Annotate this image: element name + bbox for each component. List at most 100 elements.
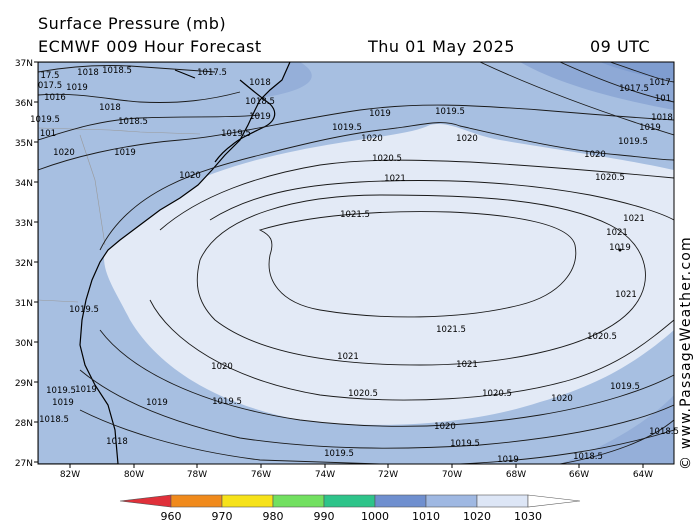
contour-label: 1021 (623, 214, 645, 224)
contour-label: 1018.5 (39, 415, 69, 425)
contour-label: 1019.5 (618, 137, 648, 147)
contour-label: 1019 (249, 112, 271, 122)
isobar-1019-north (38, 114, 261, 141)
high-pressure-core (104, 124, 674, 425)
contour-label: 1019.5 (69, 305, 99, 315)
isobar-1019-northeast (479, 62, 674, 136)
lat-label: 27N (15, 459, 33, 469)
isobar-1021-ring (196, 194, 646, 366)
contour-label: 17.5 (41, 71, 60, 81)
contour-label: 1019.5 (435, 107, 465, 117)
contour-label: 1020 (211, 362, 233, 372)
model-forecast-label: ECMWF 009 Hour Forecast (38, 37, 262, 56)
colorbar-label: 970 (212, 510, 233, 523)
contour-label: 1021 (456, 360, 478, 370)
contour-label: 1020.5 (348, 389, 378, 399)
lon-label: 80W (124, 470, 144, 480)
colorbar-segment (374, 494, 427, 508)
isobar-1019-mid (38, 104, 674, 171)
contour-label: 1018.5 (649, 427, 679, 437)
map-title: Surface Pressure (mb) (38, 14, 227, 33)
colorbar-label: 1000 (361, 510, 389, 523)
colorbar: 960 970 980 990 1000 1010 1020 1030 (119, 494, 581, 523)
isobar-1020-south (99, 329, 674, 427)
contour-label: 1019 (369, 109, 391, 119)
forecast-date: Thu 01 May 2025 (368, 37, 515, 56)
lat-label: 30N (15, 339, 33, 349)
contour-label: 1019.5 (221, 129, 251, 139)
lon-label: 72W (378, 470, 398, 480)
isobar-1018-5-southeast (559, 419, 674, 464)
contour-label: 1017 (649, 78, 671, 88)
colorbar-segment (119, 494, 172, 508)
contour-label: 1020 (179, 171, 201, 181)
contour-label: 1020.5 (595, 173, 625, 183)
pressure-band-northeast (520, 62, 674, 110)
contour-label: 1019 (146, 398, 168, 408)
chesapeake-coast (174, 69, 196, 79)
lon-label: 68W (506, 470, 526, 480)
lat-label: 35N (15, 139, 33, 149)
colorbar-segment (323, 494, 376, 508)
contour-label: 1020 (551, 394, 573, 404)
map-frame (37, 61, 675, 465)
contour-label: 1019 (497, 455, 519, 465)
contour-label: 1018 (106, 437, 128, 447)
map-field (38, 62, 674, 464)
lon-label: 70W (442, 470, 462, 480)
lat-label: 28N (15, 419, 33, 429)
isobar-1017-5-northeast (609, 62, 674, 83)
state-border-sc-ga (79, 134, 106, 246)
lon-label: 76W (251, 470, 271, 480)
land-southeast-us (38, 62, 291, 464)
colorbar-segment (425, 494, 478, 508)
colorbar-label: 1030 (514, 510, 542, 523)
contour-label: 1020 (434, 422, 456, 432)
colorbar-segment (476, 494, 529, 508)
copyright-credit: © www.PassageWeather.com (678, 236, 694, 470)
contour-label: 1018 (77, 68, 99, 78)
forecast-time: 09 UTC (590, 37, 651, 56)
isobar-1021-5-ring (258, 211, 577, 318)
isobar-1020-5-south (149, 299, 674, 401)
contour-label: 1019 (609, 243, 631, 253)
isobars (38, 62, 674, 464)
lat-label: 32N (15, 259, 33, 269)
colorbar-label: 990 (314, 510, 335, 523)
contour-label: 1019 (114, 148, 136, 158)
contour-label: 1018.5 (573, 452, 603, 462)
lat-label: 34N (15, 179, 33, 189)
contour-label: 1019.5 (30, 115, 60, 125)
colorbar-label: 1010 (412, 510, 440, 523)
colorbar-segment (272, 494, 325, 508)
contour-label: 1018.5 (102, 66, 132, 76)
colorbar-label: 980 (263, 510, 284, 523)
lon-label: 78W (187, 470, 207, 480)
contour-label: 1019.5 (212, 397, 242, 407)
outer-banks-coast (214, 79, 276, 163)
lat-label: 37N (15, 59, 33, 69)
contour-label: 1021.5 (436, 325, 466, 335)
latitude-labels: 37N 36N 35N 34N 33N 32N 31N 30N 29N 28N … (15, 59, 33, 469)
contour-label: 1019.5 (610, 382, 640, 392)
contour-label: 1020.5 (482, 389, 512, 399)
contour-label: 1018.5 (245, 97, 275, 107)
contour-label: 1021 (384, 174, 406, 184)
lat-label: 31N (15, 299, 33, 309)
contour-label: 017.5 (38, 81, 62, 91)
isobar-1021 (209, 180, 674, 221)
isobar-1018-north (38, 65, 216, 73)
contour-label: 1018 (249, 78, 271, 88)
contour-label: 1019.5 (332, 123, 362, 133)
isobar-1019-southeast (459, 429, 674, 464)
lat-label: 33N (15, 219, 33, 229)
isobar-1020-mid (99, 122, 674, 251)
contour-label: 1021 (337, 352, 359, 362)
contour-label: 1017.5 (619, 84, 649, 94)
lon-label: 82W (60, 470, 80, 480)
contour-label: 1020 (53, 148, 75, 158)
contour-label: 101 (40, 129, 56, 139)
isobar-1019-5-south (79, 369, 674, 449)
isobar-1018-5-north (38, 91, 241, 103)
